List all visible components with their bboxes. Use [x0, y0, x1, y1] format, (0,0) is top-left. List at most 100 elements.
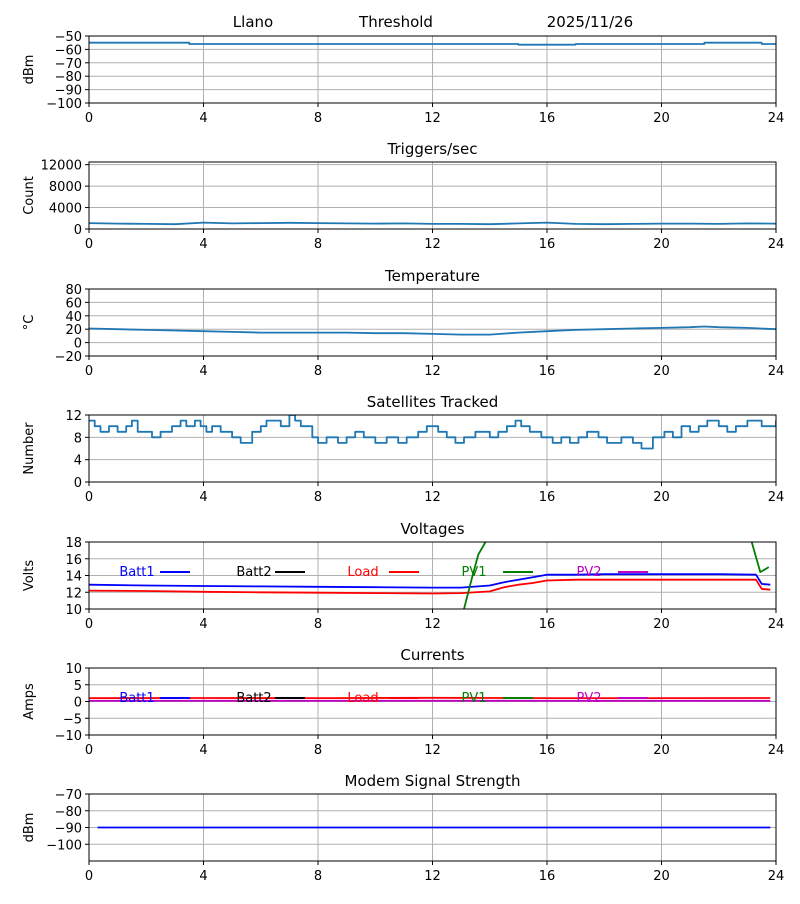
y-tick-label: 8 — [74, 431, 82, 446]
y-axis-label: dBm — [22, 813, 37, 843]
y-tick-label: 4 — [74, 454, 82, 469]
legend-label: Load — [347, 691, 378, 706]
x-tick-label: 20 — [653, 617, 670, 632]
legend-label: Batt1 — [119, 691, 154, 706]
chart-title: Satellites Tracked — [367, 393, 498, 411]
x-tick-label: 8 — [314, 617, 322, 632]
x-tick-label: 8 — [314, 869, 322, 884]
y-tick-label: 10 — [65, 603, 82, 618]
y-tick-label: 0 — [74, 223, 82, 238]
x-tick-label: 24 — [768, 743, 785, 758]
x-tick-label: 8 — [314, 743, 322, 758]
y-tick-label: −5 — [63, 712, 82, 727]
legend-label: Batt2 — [236, 565, 271, 580]
y-tick-label: 14 — [65, 570, 82, 585]
x-tick-label: 16 — [539, 743, 556, 758]
y-axis-label: Count — [22, 176, 37, 215]
x-tick-label: 0 — [85, 490, 93, 505]
x-tick-label: 16 — [539, 617, 556, 632]
y-axis-label: dBm — [22, 55, 37, 85]
x-tick-label: 8 — [314, 237, 322, 252]
x-tick-label: 20 — [653, 490, 670, 505]
y-tick-label: 0 — [74, 696, 82, 711]
y-tick-label: −70 — [55, 788, 82, 803]
x-tick-label: 0 — [85, 869, 93, 884]
legend-label: Batt2 — [236, 691, 271, 706]
y-tick-label: 12000 — [41, 159, 82, 174]
x-tick-label: 12 — [424, 111, 441, 126]
x-tick-label: 24 — [768, 617, 785, 632]
y-axis-label: Amps — [22, 683, 37, 720]
x-tick-label: 0 — [85, 237, 93, 252]
legend-label: Load — [347, 565, 378, 580]
x-tick-label: 16 — [539, 869, 556, 884]
x-tick-label: 8 — [314, 111, 322, 126]
y-tick-label: −80 — [55, 805, 82, 820]
y-tick-label: 8000 — [49, 180, 82, 195]
x-tick-label: 16 — [539, 490, 556, 505]
x-tick-label: 0 — [85, 743, 93, 758]
x-tick-label: 12 — [424, 869, 441, 884]
chart-panel-modem: Modem Signal Strength 0 4 8 12 16 20 24 −70 −80 −9… — [22, 772, 784, 884]
x-tick-label: 16 — [539, 364, 556, 379]
header-date: 2025/11/26 — [547, 13, 633, 31]
header-mode: Threshold — [358, 13, 433, 31]
chart-title: Modem Signal Strength — [345, 772, 521, 790]
x-tick-label: 24 — [768, 869, 785, 884]
x-tick-label: 8 — [314, 490, 322, 505]
x-tick-label: 20 — [653, 743, 670, 758]
x-tick-label: 4 — [199, 490, 207, 505]
y-tick-label: 5 — [74, 679, 82, 694]
x-tick-label: 20 — [653, 364, 670, 379]
y-tick-label: −10 — [55, 729, 82, 744]
legend-label: Batt1 — [119, 565, 154, 580]
x-tick-label: 4 — [199, 617, 207, 632]
x-tick-label: 4 — [199, 111, 207, 126]
y-axis-label: Volts — [22, 560, 37, 592]
chart-title: Voltages — [400, 520, 464, 538]
chart-title: Currents — [400, 646, 464, 664]
x-tick-label: 16 — [539, 111, 556, 126]
y-tick-label: −90 — [55, 822, 82, 837]
y-tick-label: 12 — [65, 409, 82, 424]
legend-label: PV1 — [461, 565, 486, 580]
x-tick-label: 12 — [424, 364, 441, 379]
x-tick-label: 0 — [85, 364, 93, 379]
chart-panel-voltages: Voltages Batt1 Batt2 Load PV1 PV2 0 4 8 12 16 20 24 1… — [22, 520, 784, 632]
x-tick-label: 16 — [539, 237, 556, 252]
y-tick-label: 18 — [65, 536, 82, 551]
series-line-pv1 — [752, 542, 769, 572]
chart-title: Temperature — [384, 267, 480, 285]
x-tick-label: 0 — [85, 617, 93, 632]
legend-label: PV2 — [576, 565, 601, 580]
x-tick-label: 4 — [199, 743, 207, 758]
header-station: Llano — [233, 13, 273, 31]
y-tick-label: −20 — [55, 350, 82, 365]
legend-label: PV2 — [576, 691, 601, 706]
y-tick-label: 0 — [74, 476, 82, 491]
x-tick-label: 12 — [424, 617, 441, 632]
x-tick-label: 12 — [424, 743, 441, 758]
y-tick-label: 16 — [65, 553, 82, 568]
x-tick-label: 4 — [199, 364, 207, 379]
x-tick-label: 8 — [314, 364, 322, 379]
series-group — [89, 698, 770, 701]
y-tick-label: 4000 — [49, 202, 82, 217]
x-tick-label: 12 — [424, 237, 441, 252]
x-tick-label: 24 — [768, 111, 785, 126]
x-tick-label: 4 — [199, 869, 207, 884]
x-tick-label: 12 — [424, 490, 441, 505]
x-tick-label: 20 — [653, 111, 670, 126]
series-line-batt1 — [89, 574, 770, 587]
x-tick-label: 20 — [653, 869, 670, 884]
x-tick-label: 24 — [768, 364, 785, 379]
x-tick-label: 20 — [653, 237, 670, 252]
x-tick-label: 24 — [768, 237, 785, 252]
y-tick-label: 12 — [65, 586, 82, 601]
